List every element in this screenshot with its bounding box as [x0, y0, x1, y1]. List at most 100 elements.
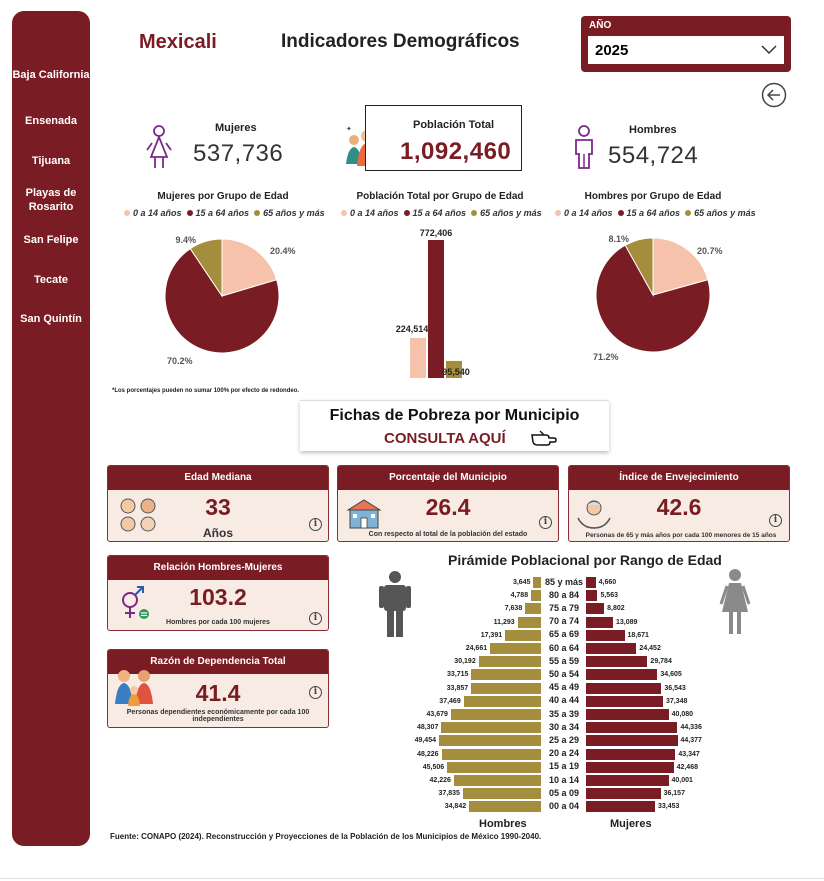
year-filter-label: AÑO — [589, 20, 612, 31]
pyramid-bar-men — [469, 801, 541, 813]
pyramid-bar-women — [586, 788, 661, 800]
median-age-value: 33 — [205, 494, 231, 520]
info-icon[interactable]: i — [309, 686, 322, 699]
pyramid-value-women: 40,080 — [671, 711, 694, 718]
pyramid-value-men: 37,835 — [438, 790, 460, 798]
pie-slice — [189, 238, 223, 298]
sidebar-item-ensenada[interactable]: Ensenada — [25, 115, 77, 127]
back-arrow-icon[interactable] — [761, 82, 787, 108]
pyramid-value-women: 36,543 — [664, 684, 686, 692]
pyramid-bar-men — [471, 669, 541, 681]
info-icon[interactable]: i — [539, 516, 552, 529]
dependency-ratio-card: Razón de Dependencia Total 41.4 Personas… — [107, 649, 329, 728]
poverty-sheets-title: Fichas de Pobreza por Municipio — [329, 407, 580, 424]
chevron-down-icon — [761, 45, 777, 55]
pyramid-value-men: 11,293 — [493, 618, 515, 626]
family-icon — [115, 670, 153, 706]
legend-women: 0 a 14 años 15 a 64 años 65 años y más — [124, 208, 325, 218]
pyramid-value-men: 3,645 — [512, 579, 531, 586]
pyramid-age-label: 05 a 09 — [548, 787, 580, 798]
pyramid-value-women: 13,089 — [615, 618, 638, 626]
pyramid-age-label: 80 a 84 — [548, 589, 580, 600]
sex-ratio-value: 103.2 — [189, 584, 247, 610]
pyramid-bar-men — [447, 761, 541, 773]
pie-slice-label: 20.4% — [270, 246, 296, 256]
bar-value-label: 95,540 — [442, 367, 470, 377]
pyramid-bar-women — [586, 656, 648, 668]
pyramid-bar-women — [586, 629, 625, 641]
pyramid-bar-women — [586, 709, 669, 720]
sidebar-item-baja-california[interactable]: Baja California — [12, 69, 90, 81]
sex-ratio-title: Relación Hombres-Mujeres — [108, 556, 328, 580]
year-select[interactable]: 2025 — [588, 36, 784, 64]
municipality-percentage-value: 26.4 — [425, 494, 471, 520]
bar — [428, 240, 444, 378]
legend-label: 15 a 64 años — [412, 208, 467, 218]
year-select-value: 2025 — [595, 41, 629, 59]
info-icon[interactable]: i — [309, 518, 322, 531]
pyramid-value-women: 29,784 — [650, 658, 672, 666]
legend-label: 65 años y más — [480, 208, 542, 218]
legend-item: 65 años y más — [254, 208, 325, 218]
women-value: 537,736 — [193, 140, 284, 167]
pyramid-age-label: 40 a 44 — [548, 695, 580, 706]
women-chart-title: Mujeres por Grupo de Edad — [157, 191, 289, 202]
men-chart-title: Hombres por Grupo de Edad — [584, 191, 722, 202]
pyramid-age-label: 00 a 04 — [548, 800, 580, 811]
poverty-sheets-button[interactable]: Fichas de Pobreza por Municipio CONSULTA… — [300, 400, 609, 451]
pyramid-value-women: 37,348 — [666, 697, 688, 705]
gender-symbol-icon — [122, 586, 149, 619]
pie-slice — [624, 237, 654, 297]
legend-total: 0 a 14 años 15 a 64 años 65 años y más — [341, 208, 542, 218]
dependency-ratio-value: 41.4 — [195, 680, 241, 706]
total-age-bar-chart: 224,514 772,406 95,540 — [396, 228, 470, 378]
sidebar-item-tecate[interactable]: Tecate — [33, 274, 69, 286]
pyramid-bar-women — [586, 577, 596, 588]
legend-swatch — [617, 210, 624, 216]
legend-men: 0 a 14 años 15 a 64 años 65 años y más — [555, 208, 756, 218]
pyramid-value-women: 40,001 — [671, 777, 693, 784]
sidebar-item-playas-de-rosarito[interactable]: Playas de Rosarito — [25, 187, 77, 213]
pyramid-bar-men — [490, 643, 541, 654]
municipality-percentage-card: Porcentaje del Municipio 26.4 Con respec… — [337, 465, 559, 542]
sex-ratio-desc: Hombres por cada 100 mujeres — [166, 619, 270, 626]
pointing-hand-icon — [531, 430, 557, 446]
legend-item: 15 a 64 años — [617, 208, 680, 218]
aging-index-desc: Personas de 65 y más años por cada 100 m… — [585, 532, 777, 539]
man-silhouette-icon — [379, 571, 411, 637]
legend-swatch — [403, 210, 410, 216]
legend-label: 0 a 14 años — [350, 208, 399, 218]
legend-label: 65 años y más — [694, 208, 756, 218]
sidebar-item-san-quintin[interactable]: San Quintín — [20, 313, 82, 325]
pyramid-value-women: 8,802 — [607, 605, 625, 613]
year-filter: AÑO 2025 — [581, 16, 791, 72]
divider — [0, 878, 824, 879]
sidebar-item-tijuana[interactable]: Tijuana — [31, 155, 71, 167]
bar — [410, 337, 426, 378]
dependency-ratio-desc: Personas dependientes económicamente por… — [126, 709, 310, 723]
pyramid-value-women: 4,660 — [598, 579, 617, 586]
pyramid-value-men: 34,842 — [444, 803, 467, 811]
pyramid-bar-women — [586, 748, 676, 760]
info-icon[interactable]: i — [769, 514, 782, 527]
pyramid-value-women: 44,336 — [680, 724, 702, 732]
pie-slice-label: 70.2% — [167, 356, 193, 366]
women-age-pie-chart: 20.4% 70.2% 9.4% — [164, 235, 296, 366]
pyramid-value-women: 36,157 — [663, 790, 685, 798]
sidebar: Baja California Ensenada Tijuana Playas … — [12, 11, 90, 846]
pyramid-value-men: 17,391 — [480, 631, 503, 639]
woman-silhouette-icon — [719, 569, 751, 634]
info-icon[interactable]: i — [309, 612, 322, 625]
bar-value-label: 224,514 — [396, 324, 429, 334]
pyramid-value-women: 42,468 — [676, 763, 698, 771]
sidebar-item-san-felipe[interactable]: San Felipe — [23, 234, 79, 246]
aging-index-title: Índice de Envejecimiento — [569, 466, 789, 490]
pyramid-bar-men — [439, 735, 541, 747]
men-value: 554,724 — [608, 142, 699, 169]
pie-slice — [164, 247, 280, 354]
legend-item: 65 años y más — [685, 208, 756, 218]
pyramid-age-label: 30 a 34 — [548, 721, 580, 732]
women-label: Mujeres — [215, 122, 257, 134]
pyramid-value-men: 48,226 — [417, 750, 439, 758]
pyramid-bar-women — [586, 616, 613, 628]
